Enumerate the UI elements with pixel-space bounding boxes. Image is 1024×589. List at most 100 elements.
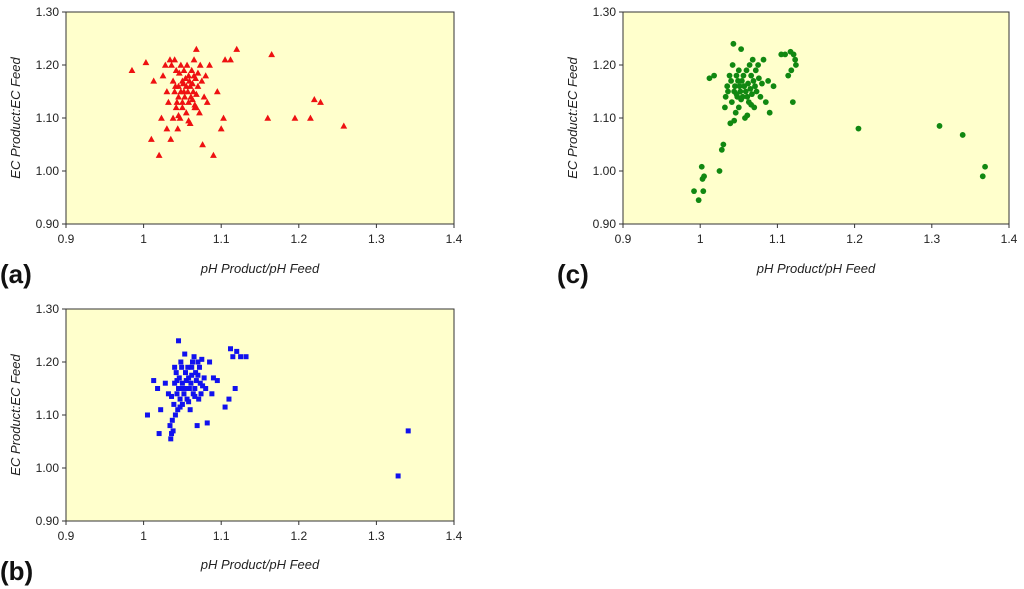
y-tick-label: 1.00 (593, 164, 617, 178)
x-tick-label: 1 (140, 529, 147, 543)
data-point (733, 91, 740, 98)
data-point (188, 66, 196, 74)
data-point (238, 354, 244, 360)
data-point (264, 114, 272, 121)
data-point (695, 197, 702, 204)
data-point (750, 78, 757, 84)
data-point (193, 370, 199, 376)
data-point (766, 109, 773, 116)
x-tick-label: 1.2 (290, 232, 307, 246)
data-point (982, 163, 988, 170)
y-tick-label: 1.30 (36, 302, 60, 316)
panel-label-b: (b) (0, 556, 33, 586)
data-point (191, 354, 197, 360)
data-point (746, 62, 753, 68)
data-point (162, 380, 168, 386)
data-point (169, 417, 175, 423)
data-point (234, 348, 240, 354)
data-point (730, 40, 737, 47)
data-point (185, 364, 191, 370)
data-point (195, 372, 201, 378)
data-point (759, 80, 765, 87)
data-point (230, 354, 236, 360)
data-point (735, 67, 742, 74)
data-point (738, 46, 745, 52)
data-point (790, 51, 797, 58)
data-point (194, 423, 200, 429)
data-point (200, 383, 206, 389)
data-point (198, 391, 204, 397)
data-point (168, 61, 175, 68)
data-point (175, 407, 181, 413)
data-point (169, 77, 177, 84)
data-point (187, 407, 193, 413)
data-point (736, 83, 743, 90)
data-point (189, 96, 196, 103)
data-point (226, 396, 232, 402)
data-point (227, 56, 234, 63)
data-point (147, 135, 155, 142)
data-point (755, 62, 761, 68)
data-point (169, 431, 175, 437)
data-point (789, 99, 796, 105)
data-point (174, 378, 180, 384)
x-tick-label: 1.1 (213, 232, 230, 246)
x-tick-label: 1.2 (290, 529, 307, 543)
data-point (175, 69, 183, 76)
data-point (199, 141, 206, 148)
data-point (317, 98, 324, 105)
data-point (742, 88, 749, 95)
data-point (158, 407, 164, 413)
data-point (193, 378, 199, 384)
data-point (744, 112, 751, 119)
data-point (155, 386, 161, 391)
data-point (979, 173, 986, 180)
y-axis-label: EC Product:EC Feed (8, 354, 23, 476)
data-point (732, 109, 739, 116)
x-tick-label: 0.9 (58, 232, 75, 246)
y-tick-label: 0.90 (36, 514, 60, 528)
data-point (181, 391, 187, 397)
x-tick-label: 1.3 (923, 232, 940, 246)
x-axis-label: pH Product/pH Feed (756, 261, 876, 276)
data-point (172, 412, 178, 418)
data-point (184, 88, 192, 95)
x-tick-label: 1.1 (769, 232, 786, 246)
data-point (200, 93, 208, 100)
data-point (179, 380, 185, 386)
x-axis-label: pH Product/pH Feed (200, 557, 320, 572)
data-point (725, 88, 731, 95)
data-point (788, 67, 795, 74)
plot-area-c (622, 11, 1010, 225)
data-point (748, 72, 755, 79)
data-point (163, 125, 171, 132)
data-point (174, 125, 182, 132)
data-point (179, 80, 187, 87)
y-tick-label: 1.00 (36, 164, 60, 178)
data-point (210, 151, 217, 158)
x-tick-label: 1.4 (446, 529, 463, 543)
data-point (196, 109, 203, 116)
data-point (181, 93, 189, 100)
data-point (171, 88, 179, 95)
data-point (151, 378, 157, 384)
data-point (128, 66, 136, 74)
data-point (167, 423, 173, 429)
data-point (174, 391, 180, 397)
data-point (222, 404, 228, 410)
data-point (168, 436, 174, 442)
y-tick-label: 0.90 (36, 217, 60, 231)
data-point (183, 378, 189, 384)
data-point (167, 135, 175, 142)
data-point (340, 122, 348, 129)
data-point (179, 98, 186, 105)
x-tick-label: 1 (697, 232, 704, 246)
data-point (738, 78, 745, 84)
data-point (189, 372, 195, 378)
data-point (142, 58, 150, 66)
y-tick-label: 1.00 (36, 461, 60, 475)
data-point (395, 473, 401, 479)
data-point (744, 93, 751, 100)
data-point (155, 151, 163, 158)
